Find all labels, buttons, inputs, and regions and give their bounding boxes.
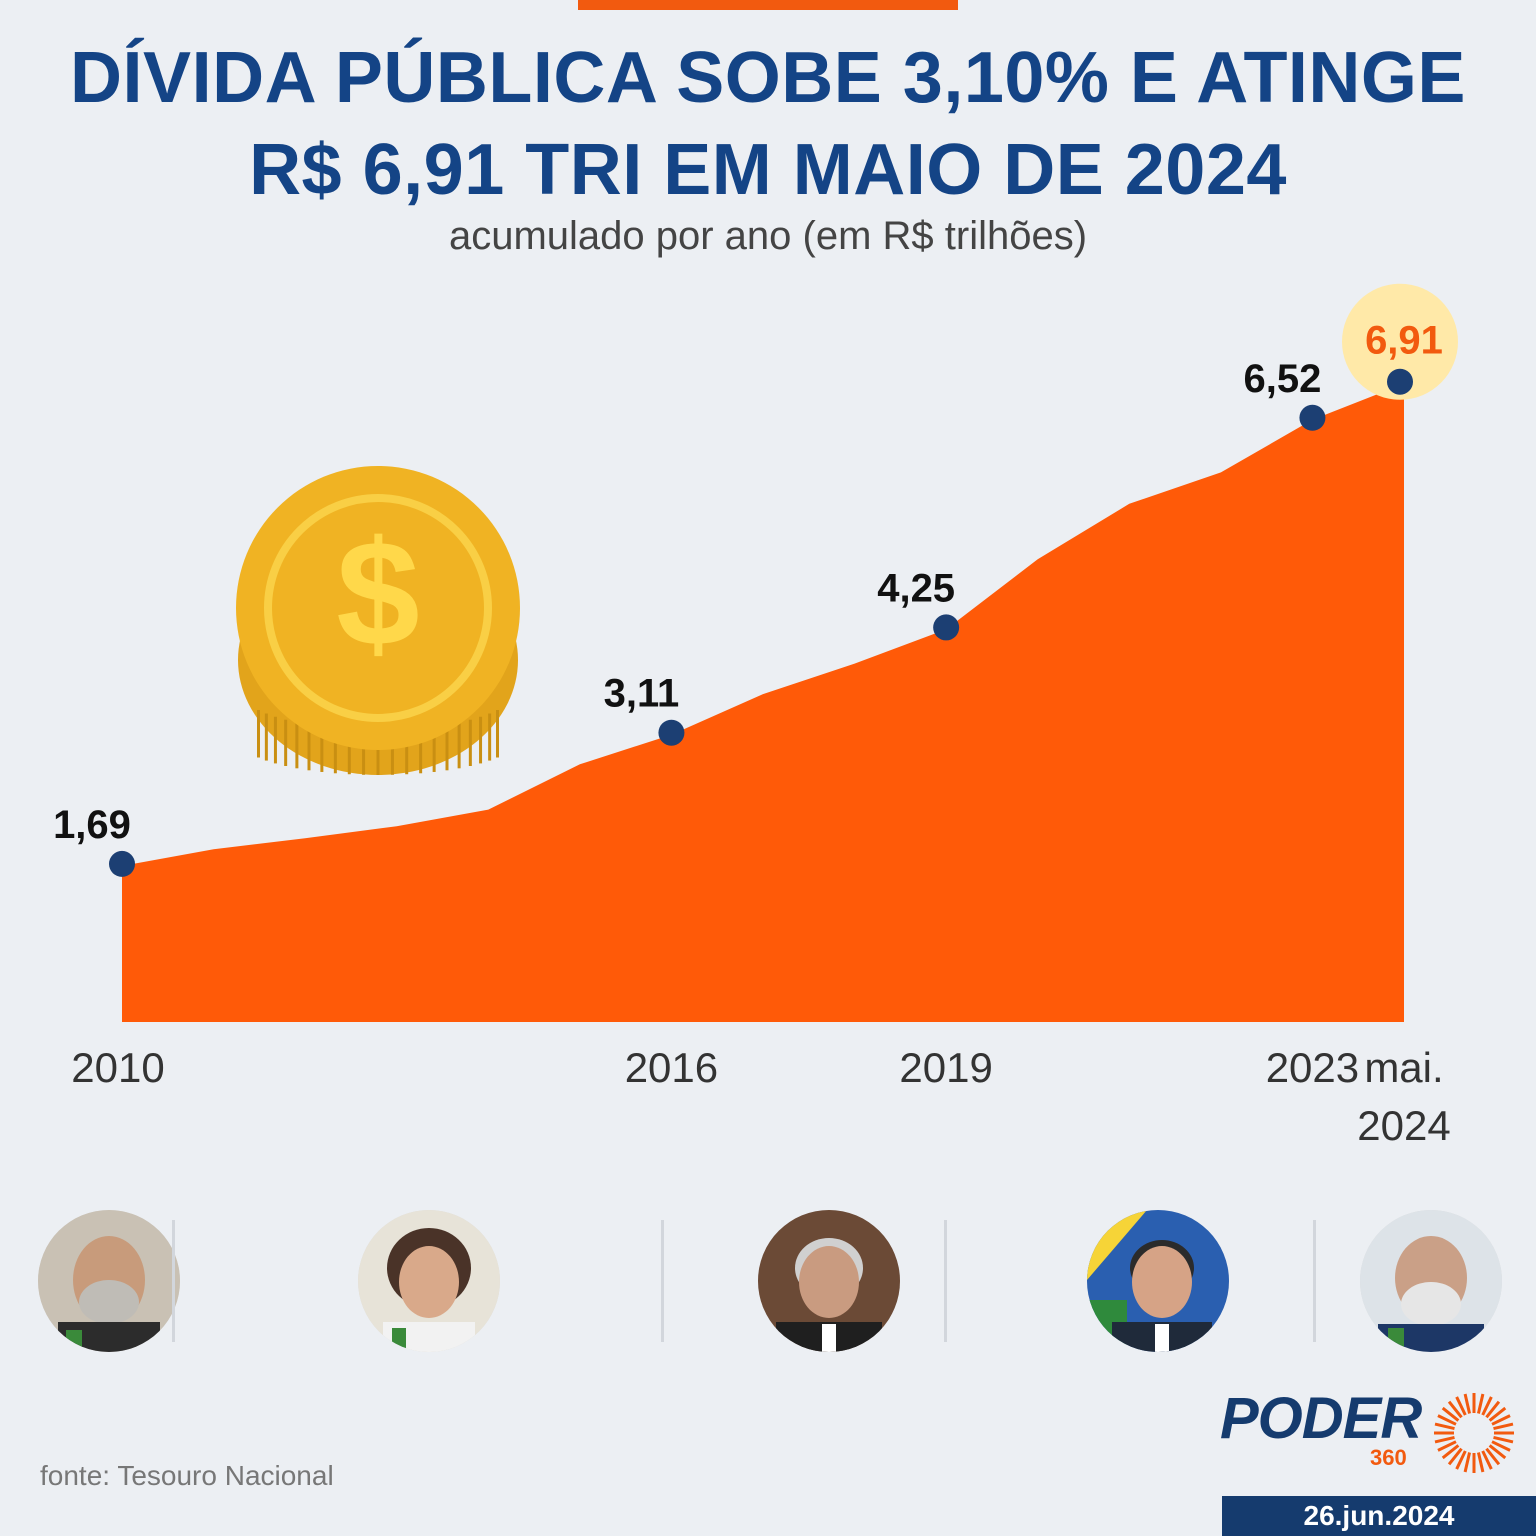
area-series [122,383,1404,1022]
chart-title-line-2: R$ 6,91 TRI EM MAIO DE 2024 [249,130,1287,210]
data-point-marker [933,614,960,641]
svg-text:$: $ [336,509,419,677]
data-label: 6,52 [1243,357,1321,401]
brand-sub: 360 [1370,1445,1407,1470]
data-label: 6,91 [1365,319,1443,363]
publish-date: 26.jun.2024 [1222,1496,1536,1536]
portrait-1 [38,1210,180,1352]
term-separator [1313,1220,1316,1342]
chart-subtitle: acumulado por ano (em R$ trilhões) [448,214,1088,258]
x-tick-label: 2016 [625,1044,718,1091]
chart-title-line-1: DÍVIDA PÚBLICA SOBE 3,10% E ATINGE [70,38,1466,118]
x-tick-label: 2010 [71,1044,164,1091]
data-point-marker [1299,404,1326,431]
presidents-row [0,1200,1536,1360]
portrait-2 [358,1210,500,1352]
highlight-circle [1342,283,1458,400]
x-tick-label: 2019 [899,1044,992,1091]
area-chart: $ 1,69 3,11 4,25 6,52 6,91 2010 2016 2019 2023 m… [53,283,1458,1149]
poder360-sun-logo [1434,1393,1514,1473]
term-separator [944,1220,947,1342]
portrait-4 [1087,1210,1229,1352]
data-point-marker [109,850,135,877]
top-accent-bar [578,0,958,10]
x-tick-label: mai. [1364,1044,1443,1091]
portrait-3 [758,1210,900,1352]
data-point-marker [1387,368,1413,395]
term-separator [172,1220,175,1342]
x-tick-label: 2024 [1357,1102,1450,1149]
data-label: 3,11 [604,672,680,716]
data-label: 1,69 [53,803,131,847]
dollar-coin-icon: $ [236,466,520,775]
data-point-marker [658,719,685,746]
portrait-5 [1360,1210,1502,1352]
data-label: 4,25 [877,566,955,610]
term-separator [661,1220,664,1342]
x-tick-label: 2023 [1266,1044,1359,1091]
brand-name: PODER [1220,1386,1422,1451]
poder360-logo: PODER 360 [1220,1385,1514,1485]
source-note: fonte: Tesouro Nacional [40,1460,334,1491]
